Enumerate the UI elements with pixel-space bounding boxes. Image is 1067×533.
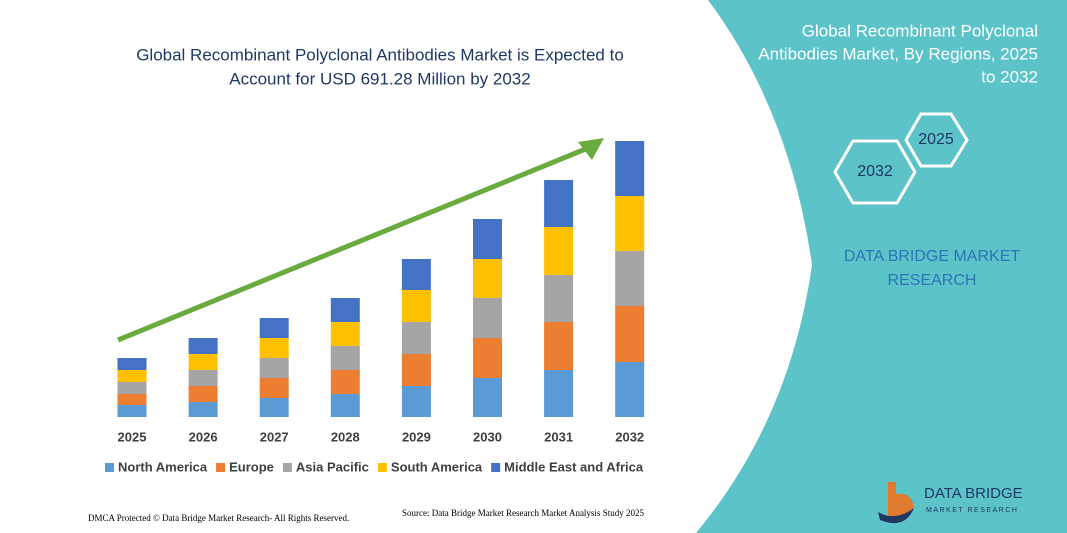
- bar-segment: [259, 338, 289, 358]
- legend-swatch: [282, 463, 292, 472]
- bar-segment: [615, 306, 645, 362]
- panel-title: Global Recombinant Polyclonal: [802, 21, 1038, 40]
- bar-segment: [401, 354, 431, 386]
- bar-segment: [188, 402, 218, 417]
- bar-segment: [188, 370, 218, 386]
- legend-swatch: [105, 463, 114, 472]
- bar-segment: [259, 318, 289, 338]
- bar-segment: [401, 290, 431, 322]
- bar-segment: [330, 394, 360, 417]
- hex-label: 2025: [918, 131, 954, 148]
- bar-segment: [473, 219, 502, 259]
- source: Source: Data Bridge Market Research Mark…: [402, 508, 644, 518]
- bar-segment: [330, 322, 360, 346]
- legend-swatch: [491, 463, 501, 472]
- trend-arrow: [117, 145, 589, 343]
- side-panel: [696, 0, 1067, 533]
- x-tick-label: 2029: [402, 429, 431, 444]
- bar-segment: [473, 259, 502, 298]
- x-tick-label: 2025: [118, 429, 147, 444]
- bar-segment: [544, 275, 574, 322]
- bar-segment: [259, 398, 289, 417]
- hex-label: 2032: [857, 163, 893, 180]
- bar-segment: [615, 141, 645, 196]
- panel-title: to 2032: [981, 67, 1038, 86]
- x-tick-label: 2030: [473, 429, 502, 444]
- bar-segment: [615, 251, 645, 306]
- x-tick-label: 2032: [615, 429, 644, 444]
- legend-label: Middle East and Africa: [504, 459, 644, 474]
- legend-swatch: [216, 463, 226, 472]
- logo-mark: [878, 508, 914, 524]
- bar-segment: [544, 227, 574, 275]
- bar-segment: [401, 259, 431, 290]
- bar-segment: [473, 338, 502, 378]
- bar-segment: [473, 298, 502, 338]
- legend-label: Europe: [229, 459, 274, 474]
- x-tick-label: 2031: [544, 429, 573, 444]
- x-tick-label: 2026: [189, 429, 218, 444]
- bar-segment: [117, 394, 147, 405]
- bar-segment: [330, 346, 360, 370]
- x-tick-label: 2028: [331, 429, 360, 444]
- dmca: DMCA Protected © Data Bridge Market Rese…: [88, 513, 349, 523]
- bar-segment: [615, 196, 645, 251]
- bar-segment: [117, 382, 147, 394]
- bar-segment: [330, 370, 360, 394]
- hexagon: [904, 112, 969, 168]
- bar-segment: [544, 370, 574, 417]
- brand-text: DATA BRIDGE MARKET: [844, 248, 1021, 265]
- logo-text: DATA BRIDGE: [924, 485, 1023, 502]
- panel-title: Antibodies Market, By Regions, 2025: [758, 44, 1038, 63]
- bar-segment: [188, 354, 218, 370]
- bar-segment: [401, 322, 431, 354]
- brand-text: RESEARCH: [888, 272, 977, 289]
- bar-segment: [615, 362, 645, 417]
- logo-mark: [888, 482, 914, 522]
- bar-segment: [188, 386, 218, 402]
- bar-segment: [330, 298, 360, 322]
- bar-segment: [473, 378, 502, 417]
- bar-segment: [117, 405, 147, 417]
- legend-label: North America: [118, 459, 208, 474]
- legend-swatch: [377, 463, 387, 472]
- bar-segment: [117, 370, 147, 382]
- logo-subtext: MARKET RESEARCH: [926, 507, 1018, 514]
- legend-label: Asia Pacific: [296, 459, 369, 474]
- arrow-head: [578, 138, 604, 160]
- bar-segment: [544, 180, 574, 227]
- hexagon: [833, 139, 917, 205]
- bar-segment: [401, 386, 431, 417]
- bar-segment: [259, 378, 289, 398]
- bar-segment: [188, 338, 218, 354]
- x-tick-label: 2027: [260, 429, 289, 444]
- bar-segment: [117, 358, 147, 370]
- chart-title: Account for USD 691.28 Million by 2032: [229, 69, 530, 88]
- bar-segment: [259, 358, 289, 378]
- legend-label: South America: [391, 459, 483, 474]
- chart-title: Global Recombinant Polyclonal Antibodies…: [136, 45, 624, 64]
- bar-segment: [544, 322, 574, 370]
